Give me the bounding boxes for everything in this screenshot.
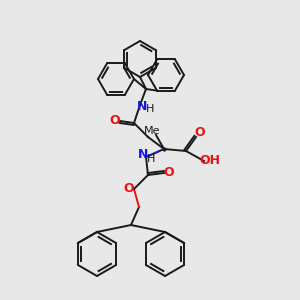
Text: H: H (147, 154, 155, 164)
Text: O: O (124, 182, 134, 196)
Text: N: N (137, 100, 147, 112)
Text: Me: Me (144, 126, 160, 136)
Text: O: O (195, 127, 205, 140)
Text: H: H (146, 104, 154, 114)
Text: O: O (110, 115, 120, 128)
Text: O: O (164, 167, 174, 179)
Text: OH: OH (200, 154, 220, 167)
Text: N: N (138, 148, 148, 161)
